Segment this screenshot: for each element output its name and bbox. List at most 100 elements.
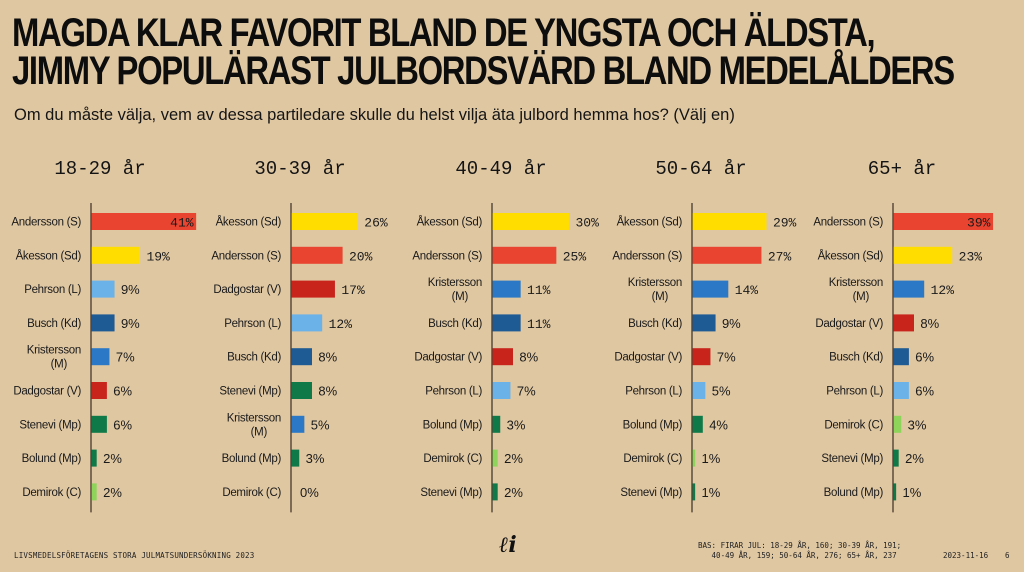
value-label: 8% — [318, 384, 337, 399]
value-label: 1% — [702, 451, 721, 466]
bar — [492, 348, 513, 366]
bar — [291, 382, 312, 399]
value-label: 27% — [768, 249, 792, 264]
value-label: 41% — [170, 216, 194, 231]
bar — [91, 382, 107, 399]
category-label: Bolund (Mp) — [423, 419, 483, 431]
bar — [291, 246, 343, 264]
category-label: Andersson (S) — [813, 217, 883, 229]
bar — [291, 213, 358, 230]
bar — [893, 314, 914, 332]
chart-panel-30-39: 30-39 år Åkesson (Sd) 26% Andersson (S) 20%… — [200, 150, 400, 520]
bar — [492, 314, 521, 332]
category-label: Stenevi (Mp) — [420, 487, 482, 499]
bar-chart-50-64: Åkesson (Sd) 29% Andersson (S) 27% Kristerss… — [612, 203, 797, 513]
chart-panel-18-29: 18-29 år Andersson (S) 41% Åkesson (Sd) 19%… — [0, 150, 200, 520]
value-label: 11% — [527, 283, 551, 298]
value-label: 30% — [576, 216, 600, 231]
value-label: 8% — [519, 350, 538, 365]
bar — [692, 483, 696, 501]
value-label: 11% — [527, 317, 551, 332]
category-label: Demirok (C) — [423, 453, 482, 465]
value-label: 23% — [959, 249, 983, 264]
category-label: Pehrson (L) — [425, 386, 482, 398]
category-label: Andersson (S) — [612, 250, 682, 262]
bar — [492, 415, 501, 433]
category-label: Dadgostar (V) — [614, 352, 682, 364]
value-label: 6% — [915, 350, 934, 365]
bar — [893, 280, 925, 298]
category-label: Bolund (Mp) — [824, 487, 884, 499]
bar — [492, 449, 498, 467]
bar — [492, 246, 557, 264]
value-label: 29% — [773, 216, 797, 231]
value-label: 8% — [318, 350, 337, 365]
bar — [492, 280, 521, 298]
category-label: Pehrson (L) — [625, 386, 682, 398]
bar — [91, 213, 197, 230]
category-label: Stenevi (Mp) — [19, 419, 81, 431]
bar — [692, 348, 711, 366]
bar — [291, 415, 305, 433]
value-label: 6% — [915, 384, 934, 399]
page-number: 6 — [1005, 551, 1010, 560]
category-label: Demirok (C) — [222, 487, 281, 499]
value-label: 6% — [113, 417, 132, 432]
panel-title: 30-39 år — [254, 158, 346, 180]
category-label: Busch (Kd) — [829, 352, 883, 364]
bar — [91, 348, 110, 366]
value-label: 17% — [341, 283, 365, 298]
category-label: Stenevi (Mp) — [219, 386, 281, 398]
value-label: 6% — [113, 384, 132, 399]
value-label: 7% — [116, 350, 135, 365]
bar — [91, 449, 97, 467]
value-label: 25% — [563, 249, 587, 264]
category-label: Åkesson (Sd) — [16, 249, 82, 262]
panel-title: 18-29 år — [54, 158, 146, 180]
value-label: 2% — [103, 451, 122, 466]
category-label: Busch (Kd) — [628, 318, 682, 330]
bar — [893, 213, 994, 230]
category-label: Busch (Kd) — [227, 352, 281, 364]
question-subtitle: Om du måste välja, vem av dessa partiled… — [14, 106, 735, 124]
value-label: 2% — [504, 485, 523, 500]
title-line-2: JIMMY POPULÄRAST JULBORDSVÄRD BLAND MEDE… — [12, 49, 955, 93]
category-label: Kristersson (M) — [628, 277, 682, 303]
footer-base-note: BAS: FIRAR JUL: 18-29 ÅR, 160; 30-39 ÅR,… — [698, 541, 901, 561]
bar — [91, 483, 97, 501]
category-label: Dadgostar (V) — [213, 284, 281, 296]
bar — [893, 449, 899, 467]
bar-chart-30-39: Åkesson (Sd) 26% Andersson (S) 20% Dadgostar… — [211, 203, 388, 513]
category-label: Andersson (S) — [412, 250, 482, 262]
value-label: 4% — [709, 417, 728, 432]
value-label: 5% — [712, 384, 731, 399]
bar — [692, 280, 729, 298]
bar — [893, 382, 909, 399]
value-label: 3% — [507, 417, 526, 432]
value-label: 20% — [349, 249, 373, 264]
value-label: 9% — [121, 282, 140, 297]
category-label: Dadgostar (V) — [414, 352, 482, 364]
value-label: 2% — [103, 485, 122, 500]
category-label: Kristersson (M) — [27, 345, 81, 371]
footer-date: 2023-11-16 — [943, 551, 989, 560]
base-line-2: 40-49 ÅR, 159; 50-64 ÅR, 276; 65+ ÅR, 23… — [698, 551, 897, 560]
value-label: 7% — [717, 350, 736, 365]
value-label: 12% — [931, 283, 955, 298]
footer-source: LIVSMEDELSFÖRETAGENS STORA JULMATSUNDERS… — [14, 551, 255, 560]
page-title: MAGDA KLAR FAVORIT BLAND DE YNGSTA OCH Ä… — [12, 13, 955, 93]
category-label: Åkesson (Sd) — [617, 216, 683, 229]
bar — [291, 348, 312, 366]
bar — [91, 314, 115, 332]
bar — [692, 213, 767, 230]
bar — [893, 483, 897, 501]
panel-title: 50-64 år — [655, 158, 747, 180]
category-label: Dadgostar (V) — [815, 318, 883, 330]
category-label: Andersson (S) — [11, 217, 81, 229]
value-label: 8% — [920, 316, 939, 331]
value-label: 1% — [702, 485, 721, 500]
value-label: 12% — [329, 317, 353, 332]
category-label: Demirok (C) — [623, 453, 682, 465]
bar — [492, 483, 498, 501]
bar — [492, 213, 570, 230]
